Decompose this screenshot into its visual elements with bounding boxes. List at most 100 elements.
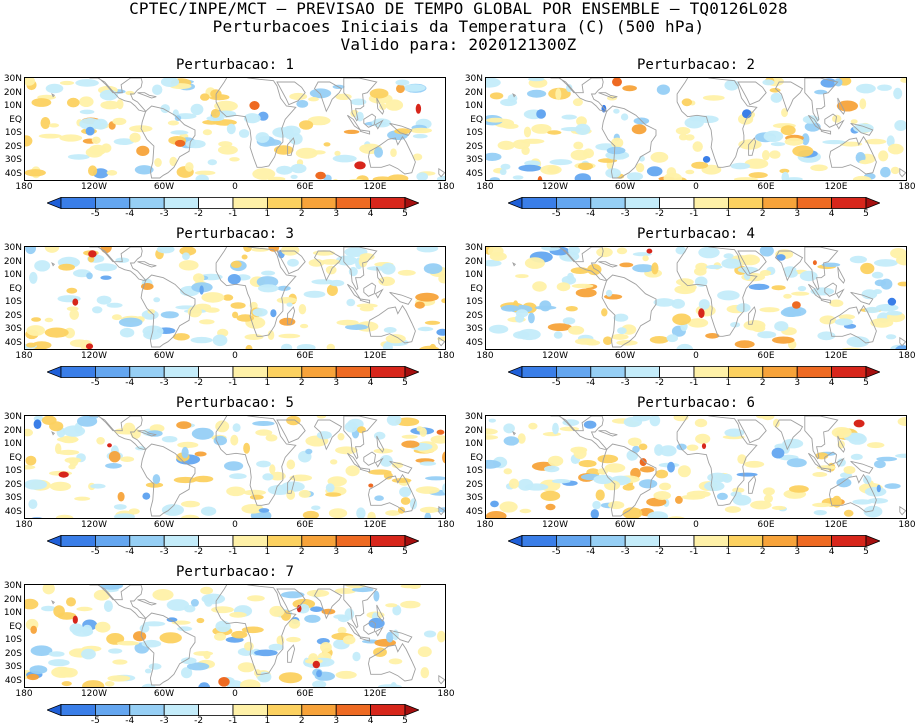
coastline: [774, 81, 804, 113]
coastline: [363, 282, 376, 297]
warm-anomaly: [570, 446, 588, 454]
warm-anomaly: [415, 486, 440, 494]
cold-anomaly: [895, 345, 906, 349]
longitude-label: 60W: [153, 351, 175, 361]
warm-anomaly: [878, 150, 889, 162]
coastline: [359, 129, 371, 135]
warm-anomaly: [812, 502, 832, 508]
warm-anomaly: [870, 318, 894, 328]
cold-anomaly: [148, 663, 162, 670]
colorbar-swatch: [521, 535, 557, 547]
warm-anomaly: [231, 630, 248, 639]
warm-anomaly: [255, 429, 273, 436]
coastline: [343, 78, 378, 122]
warm-core: [436, 429, 445, 435]
cold-anomaly: [605, 168, 621, 179]
colorbar-min-arrow: [47, 197, 62, 209]
warm-core: [72, 615, 78, 624]
warm-anomaly: [597, 158, 618, 163]
latitude-label: 30S: [465, 493, 483, 503]
warm-anomaly: [843, 509, 854, 517]
cold-anomaly: [198, 682, 211, 687]
cold-anomaly: [781, 171, 790, 180]
coastline: [287, 644, 296, 663]
latitude-label: 30S: [4, 662, 22, 672]
warm-anomaly: [31, 341, 52, 349]
warm-anomaly: [82, 680, 105, 687]
latitude-label: 10S: [465, 128, 483, 138]
cold-anomaly: [592, 500, 601, 510]
cold-core: [776, 254, 786, 261]
perturbation-map: [24, 246, 446, 350]
latitude-label: 20S: [4, 479, 22, 490]
warm-anomaly: [687, 318, 709, 328]
latitude-label: 30S: [4, 324, 22, 334]
latitude-label: 20S: [4, 648, 22, 659]
cold-anomaly: [704, 481, 725, 491]
longitude-label: 60E: [757, 182, 775, 192]
cold-anomaly: [486, 259, 502, 267]
cold-anomaly: [252, 421, 275, 426]
latitude-label: EQ: [470, 452, 483, 463]
coastline: [804, 416, 839, 460]
cold-anomaly: [290, 163, 307, 174]
cold-anomaly: [780, 308, 801, 317]
colorbar-swatch: [60, 366, 96, 378]
cold-anomaly: [553, 331, 563, 339]
warm-anomaly: [486, 435, 499, 440]
latitude-label: 10S: [4, 297, 22, 307]
warm-anomaly: [176, 421, 192, 429]
colorbar-swatch: [590, 535, 626, 547]
cold-anomaly: [224, 461, 244, 471]
warm-anomaly: [25, 169, 46, 177]
cold-anomaly: [894, 120, 906, 131]
cold-anomaly: [303, 290, 326, 298]
colorbar-swatch: [198, 197, 234, 209]
cold-anomaly: [161, 504, 184, 516]
colorbar-swatch: [232, 535, 268, 547]
warm-anomaly: [575, 288, 597, 298]
warm-anomaly: [108, 451, 121, 463]
cold-anomaly: [94, 263, 118, 272]
cold-anomaly: [500, 305, 520, 312]
longitude-label: 60E: [296, 689, 314, 699]
warm-anomaly: [761, 416, 775, 421]
cold-anomaly: [311, 505, 321, 511]
warm-anomaly: [390, 148, 397, 157]
warm-anomaly: [424, 320, 441, 325]
colorbar-label: -1: [228, 547, 238, 557]
cold-anomaly: [69, 623, 84, 634]
colorbar-label: 5: [402, 716, 408, 726]
perturbation-map: [24, 584, 446, 688]
warm-anomaly: [359, 306, 374, 312]
longitude-label: 180: [476, 351, 494, 361]
warm-anomaly: [104, 681, 115, 687]
warm-anomaly: [744, 158, 769, 169]
cold-anomaly: [488, 418, 496, 423]
warm-core: [58, 471, 69, 478]
cold-anomaly: [874, 279, 887, 287]
colorbar-swatch: [796, 197, 833, 209]
warm-anomaly: [288, 619, 301, 629]
warm-anomaly: [733, 177, 758, 180]
warm-anomaly: [401, 440, 420, 448]
cold-anomaly: [215, 620, 231, 633]
cold-core: [142, 492, 151, 500]
cold-anomaly: [486, 78, 501, 88]
warm-anomaly: [639, 466, 655, 473]
cold-anomaly: [748, 283, 770, 290]
colorbar-label: 2: [298, 378, 305, 388]
warm-anomaly: [154, 158, 162, 167]
warm-anomaly: [136, 145, 150, 156]
cold-anomaly: [667, 461, 675, 473]
longitude-label: 0: [232, 520, 238, 530]
warm-anomaly: [672, 313, 691, 326]
cold-anomaly: [850, 453, 863, 460]
coastline: [368, 304, 416, 344]
cold-anomaly: [226, 123, 236, 135]
warm-anomaly: [744, 460, 765, 468]
warm-anomaly: [49, 481, 72, 491]
warm-anomaly: [76, 606, 93, 612]
cold-anomaly: [268, 643, 284, 651]
coastline: [837, 266, 846, 284]
